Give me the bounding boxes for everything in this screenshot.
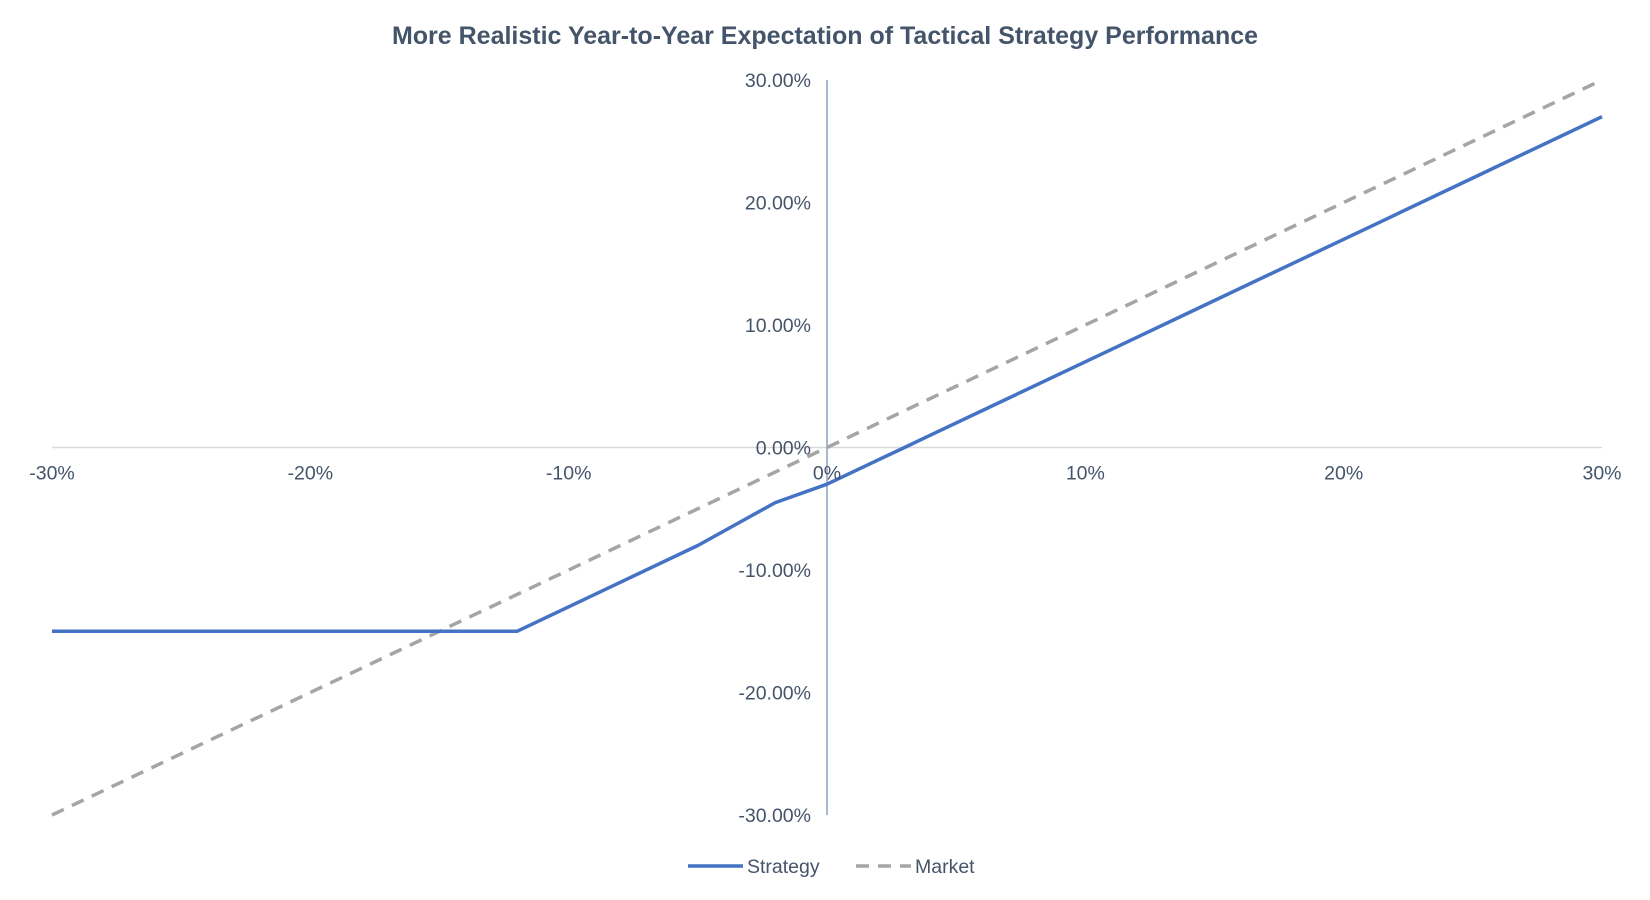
axes bbox=[52, 80, 1602, 815]
legend-label-market: Market bbox=[915, 856, 975, 878]
series-layer bbox=[51, 78, 1603, 817]
y-tick-label: 10.00% bbox=[745, 315, 811, 337]
x-tick-label: -30% bbox=[29, 463, 75, 485]
y-tick-label: -20.00% bbox=[738, 683, 811, 705]
tick-labels: -30% -20% -10% 0% 10% 20% 30% 30.00% 20.00% 10.00… bbox=[29, 70, 1621, 827]
y-tick-label: -30.00% bbox=[738, 805, 811, 827]
x-tick-label: 0% bbox=[813, 463, 841, 485]
legend: Strategy Market bbox=[688, 856, 975, 878]
y-tick-label: 30.00% bbox=[745, 70, 811, 92]
y-tick-label: 20.00% bbox=[745, 193, 811, 215]
x-tick-label: -10% bbox=[546, 463, 592, 485]
x-tick-label: 10% bbox=[1066, 463, 1105, 485]
series-line-strategy bbox=[52, 115, 1603, 634]
chart-title: More Realistic Year-to-Year Expectation … bbox=[392, 22, 1258, 50]
y-tick-label: -10.00% bbox=[738, 560, 811, 582]
legend-label-strategy: Strategy bbox=[747, 856, 820, 878]
x-tick-label: -20% bbox=[288, 463, 334, 485]
x-tick-label: 20% bbox=[1324, 463, 1363, 485]
y-tick-label: 0.00% bbox=[756, 438, 811, 460]
x-tick-label: 30% bbox=[1582, 463, 1621, 485]
